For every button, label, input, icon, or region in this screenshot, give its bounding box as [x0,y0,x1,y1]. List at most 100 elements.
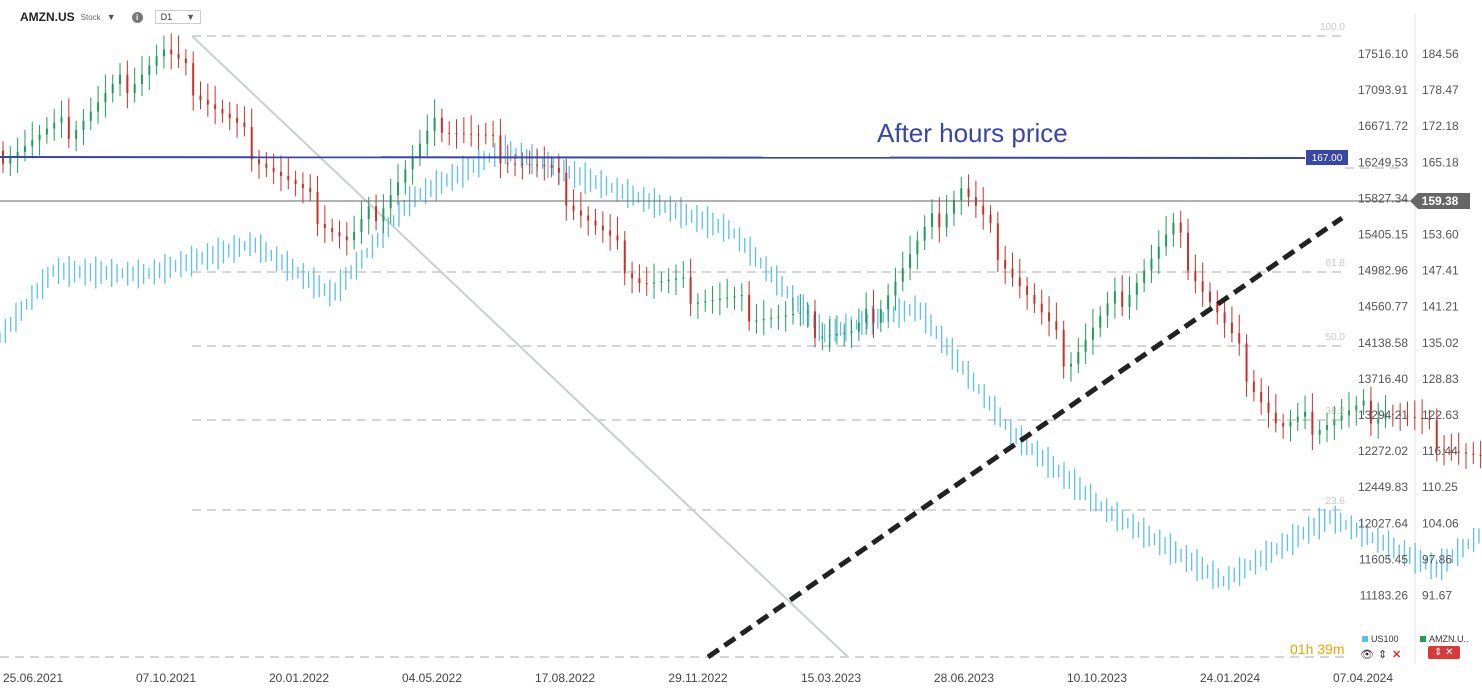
amzn-candle-body [901,268,904,282]
amzn-candle-body [638,278,641,284]
amzn-candle-body [1238,333,1241,344]
amzn-candle-body [477,134,480,136]
amzn-candle-body [170,49,173,55]
amzn-candle-body [528,164,531,166]
us100-axis-label: 14138.58 [1358,336,1408,350]
amzn-candle-body [843,332,846,335]
amzn-candle-body [404,169,407,183]
x-tick-label: 25.06.2021 [3,671,63,685]
amzn-candle-body [440,117,443,133]
us100-axis-label: 14982.96 [1358,264,1408,278]
fib-level-label: 100.0 [1320,22,1345,33]
legend-us100[interactable]: US100 [1362,634,1399,644]
us100-axis-label: 15827.34 [1358,191,1408,205]
amzn-axis-label: 147.41 [1422,264,1459,278]
amzn-candle-body [9,157,12,164]
amzn-candle-body [53,122,56,129]
amzn-candle-body [1369,400,1372,424]
amzn-candle-body [521,164,524,166]
amzn-candle-body [1362,400,1365,406]
amzn-candle-body [909,254,912,269]
amzn-candle-body [155,56,158,66]
amzn-candle-body [550,165,553,168]
amzn-candle-body [258,159,261,164]
symbol-label[interactable]: AMZN.US [20,10,75,24]
amzn-candle-body [916,240,919,255]
amzn-candle-body [1304,411,1307,417]
amzn-candle-body [1289,421,1292,427]
amzn-candle-body [1230,322,1233,334]
amzn-candle-body [1223,312,1226,323]
amzn-candle-body [1318,429,1321,435]
info-icon[interactable]: i [131,11,143,23]
amzn-axis-label: 122.63 [1422,408,1459,422]
amzn-candle-body [865,308,868,323]
us100-axis-label: 12027.64 [1358,516,1408,530]
amzn-candle-body [952,199,955,214]
amzn-candle-body [316,192,319,224]
amzn-candle-body [1391,413,1394,415]
amzn-axis-label: 165.18 [1422,155,1459,169]
chevron-down-icon: ▼ [186,12,196,22]
amzn-candle-body [682,277,685,279]
amzn-candle-body [353,231,356,241]
timeframe-select[interactable]: D1 ▼ [154,10,202,24]
amzn-candle-body [616,235,619,241]
amzn-candle-body [704,301,707,303]
amzn-candle-body [1428,419,1431,421]
amzn-candle-body [762,318,765,321]
amzn-candle-body [1018,277,1021,287]
amzn-candle-body [1421,417,1424,420]
amzn-axis-label: 184.56 [1422,47,1459,61]
amzn-candle-body [97,102,100,112]
amzn-candle-body [60,116,63,123]
amzn-candle-body [82,120,85,130]
downtrend-line [191,35,849,658]
amzn-candle-body [1026,286,1029,295]
amzn-candle-body [279,171,282,176]
amzn-series [2,33,1482,469]
amzn-candle-body [67,116,70,139]
amzn-candle-body [294,179,297,185]
eye-icon[interactable]: 👁 [1360,649,1374,661]
amzn-candle-body [696,302,699,304]
amzn-candle-body [1157,246,1160,259]
amzn-candle-body [1479,454,1482,456]
amzn-candle-body [506,163,509,165]
amzn-candle-body [1091,327,1094,340]
x-tick-label: 20.01.2022 [269,671,329,685]
amzn-candle-body [206,99,209,105]
amzn-candle-body [1084,339,1087,352]
after-hours-annotation: After hours price [877,118,1068,148]
amzn-candle-body [740,294,743,297]
amzn-axis-label: 128.83 [1422,372,1459,386]
amzn-candle-body [1216,302,1219,313]
amzn-candle-body [221,109,224,114]
symbol-dropdown-icon[interactable]: ▼ [106,12,116,22]
amzn-candle-body [301,184,304,189]
x-tick-label: 07.10.2021 [136,671,196,685]
close-icon[interactable]: ✕ [1392,649,1402,661]
amzn-candle-body [923,226,926,241]
amzn-candle-body [433,117,436,131]
amzn-candle-body [75,129,78,139]
amzn-candle-body [331,228,334,233]
amzn-candle-body [1062,329,1065,367]
amzn-candle-body [1296,416,1299,422]
after-hours-level-line [0,156,1306,159]
amzn-candle-body [236,118,239,123]
sort-arrows-icon[interactable]: ⇕ [1378,649,1388,661]
amzn-axis-label: 141.21 [1422,300,1459,314]
amzn-candle-body [1172,222,1175,235]
amzn-candle-body [1150,258,1153,271]
amzn-candle-body [1113,291,1116,304]
amzn-candle-body [850,331,853,333]
amzn-candle-body [389,195,392,209]
amzn-candle-body [799,312,802,314]
series-settings-button[interactable]: ⇕ ✕ [1428,646,1460,659]
amzn-candle-body [367,206,370,220]
amzn-axis-label: 153.60 [1422,228,1459,242]
legend-amzn[interactable]: AMZN.U.. [1420,634,1469,644]
amzn-candle-body [184,58,187,64]
